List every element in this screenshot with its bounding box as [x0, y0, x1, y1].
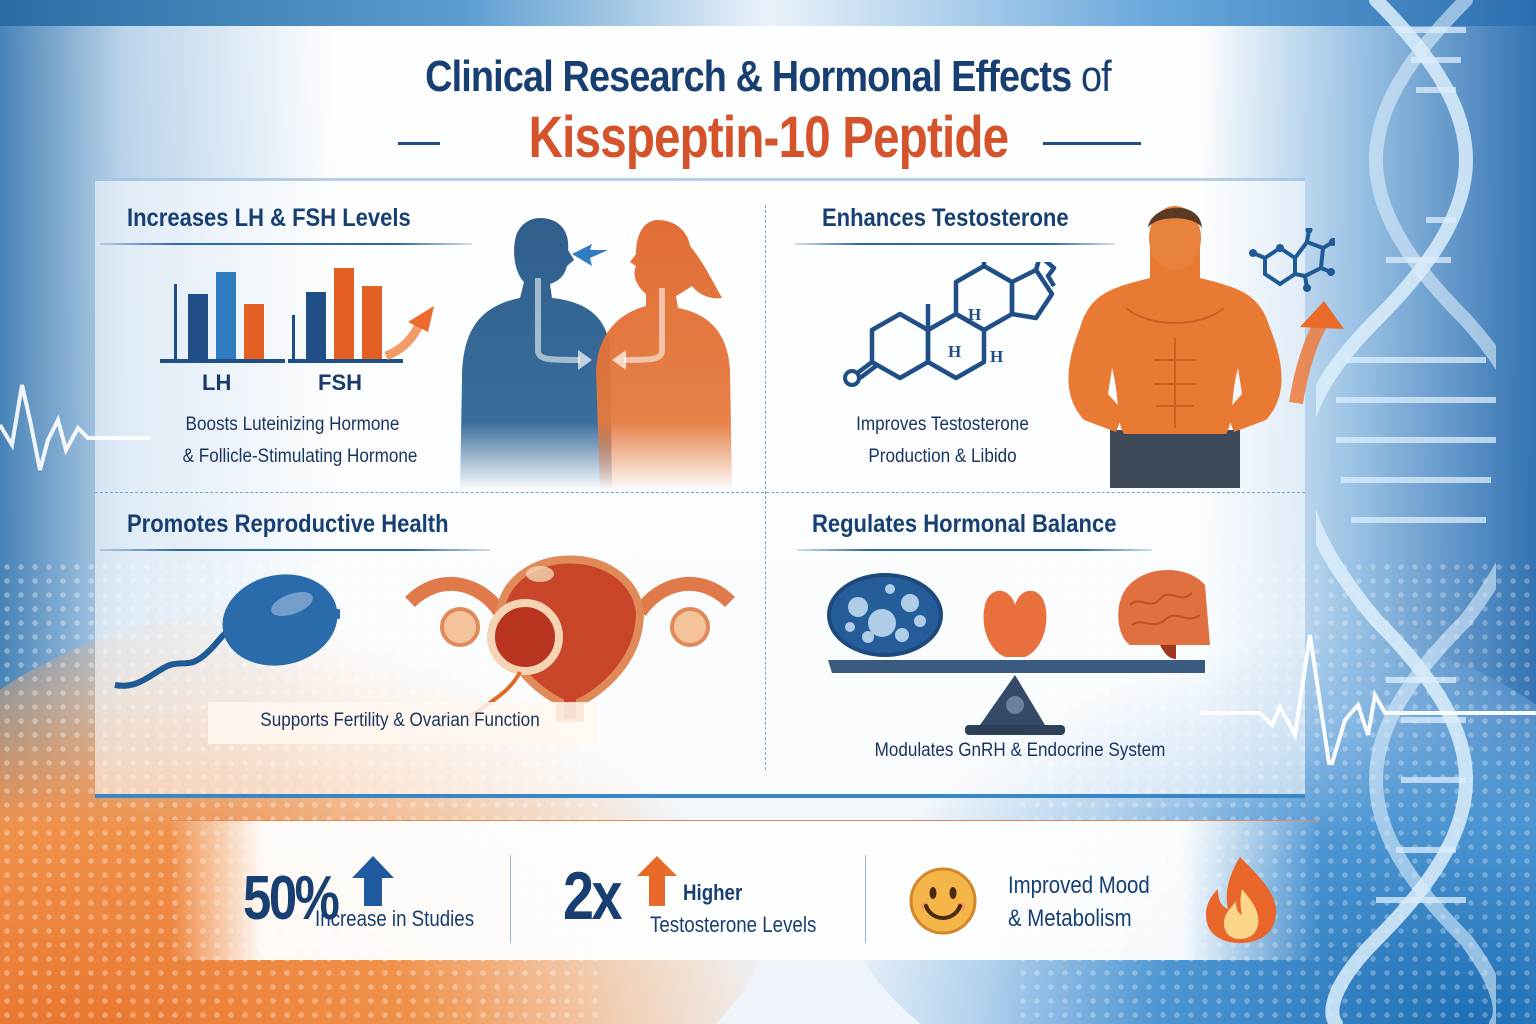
- smiley-face-icon: [909, 867, 977, 935]
- bar: [306, 292, 326, 360]
- uterus-ovary-illustration: [405, 555, 735, 722]
- bar: [362, 286, 382, 360]
- svg-text:H: H: [990, 347, 1003, 366]
- section-heading: Promotes Reproductive Health: [127, 510, 449, 538]
- male-female-silhouettes-illustration: [460, 218, 732, 490]
- title-main: Clinical Research & Hormonal Effects: [425, 52, 1072, 101]
- lh-bar-group: [160, 270, 285, 363]
- title-rule-right: [1043, 142, 1141, 145]
- bar: [334, 268, 354, 360]
- vertical-divider: [765, 205, 766, 770]
- fsh-bar-group: [288, 266, 403, 363]
- up-arrow-orange-icon: [637, 856, 677, 906]
- x-axis: [288, 359, 403, 363]
- section-caption: & Follicle-Stimulating Hormone: [182, 446, 418, 467]
- svg-text:H: H: [948, 342, 961, 361]
- horizontal-divider: [95, 492, 1305, 493]
- section-caption: Supports Fertility & Ovarian Function: [260, 710, 540, 731]
- section-caption: Production & Libido: [868, 446, 1017, 467]
- section-heading: Increases LH & FSH Levels: [127, 204, 411, 232]
- title-line-1: Clinical Research & Hormonal Effects of: [108, 52, 1429, 102]
- stat-label: Higher: [683, 880, 743, 905]
- steroid-molecule-icon: H H H: [843, 262, 1057, 387]
- section-caption: Boosts Luteinizing Hormone: [185, 414, 400, 435]
- title-product-name: Kisspeptin-10 Peptide: [528, 105, 1008, 170]
- trend-up-arrow-icon: [384, 306, 434, 360]
- hormone-molecule-icon: [1249, 228, 1335, 292]
- stat-label: Testosterone Levels: [650, 912, 817, 937]
- top-band: [0, 0, 1536, 26]
- up-arrow-blue-icon: [352, 856, 394, 906]
- axis-label-fsh: FSH: [318, 370, 362, 395]
- balance-scale-illustration: [827, 569, 1210, 735]
- title-rule-left: [398, 142, 440, 145]
- section-rule: [100, 243, 472, 245]
- dna-helix-icon: [1316, 0, 1496, 1024]
- trend-up-arrow-icon: [1289, 301, 1344, 405]
- bar: [216, 272, 236, 360]
- sperm-cell-illustration: [114, 574, 340, 689]
- section-heading: Regulates Hormonal Balance: [812, 510, 1117, 538]
- caption-band: [208, 702, 598, 744]
- stat-value: 2x: [563, 858, 623, 934]
- stat-divider: [865, 855, 866, 943]
- section-rule: [795, 243, 1115, 245]
- page-title: Clinical Research & Hormonal Effects of …: [0, 52, 1536, 174]
- stat-divider: [510, 855, 511, 943]
- bar: [244, 304, 264, 360]
- stat-value: 50%: [243, 864, 340, 933]
- stat-label: Increase in Studies: [315, 906, 475, 931]
- section-rule: [797, 549, 1152, 551]
- section-caption: Improves Testosterone: [856, 414, 1029, 435]
- bar: [188, 294, 208, 360]
- section-heading: Enhances Testosterone: [822, 204, 1069, 232]
- svg-text:H: H: [968, 305, 981, 324]
- muscular-man-illustration: [1068, 206, 1282, 488]
- flame-icon: [1206, 857, 1277, 943]
- stat-label: Improved Mood: [1008, 872, 1150, 899]
- section-rule: [100, 549, 490, 551]
- stat-label: & Metabolism: [1008, 905, 1132, 932]
- section-caption: Modulates GnRH & Endocrine System: [874, 740, 1166, 761]
- heartbeat-line-icon: [0, 384, 150, 471]
- title-suffix: of: [1080, 52, 1112, 101]
- x-axis: [160, 359, 285, 363]
- axis-label-lh: LH: [202, 370, 232, 395]
- stats-bar: [170, 820, 1320, 960]
